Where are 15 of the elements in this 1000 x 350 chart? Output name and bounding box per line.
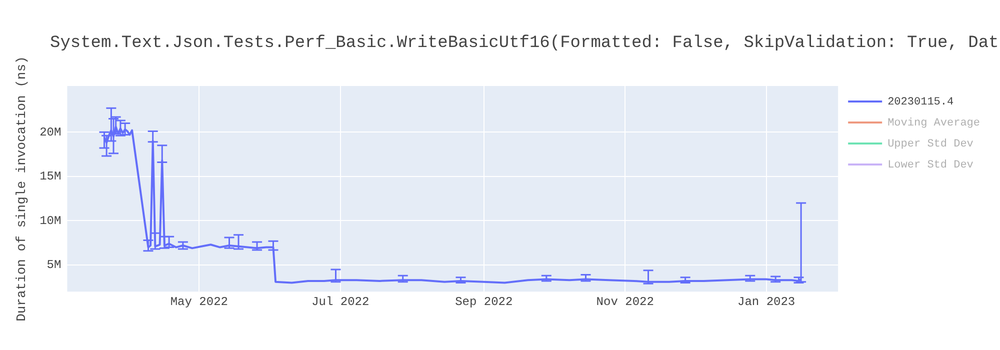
x-tick-label: Jul 2022: [312, 294, 370, 309]
y-tick-label: 10M: [40, 214, 62, 228]
legend-label: Moving Average: [888, 117, 980, 130]
y-tick-label: 20M: [40, 125, 62, 140]
x-tick-label: Jan 2023: [738, 294, 796, 309]
y-axis-title: Duration of single invocation (ns): [14, 56, 30, 322]
x-tick-label: Sep 2022: [455, 294, 513, 309]
legend-label: Lower Std Dev: [888, 159, 974, 172]
y-tick-label: 5M: [46, 258, 62, 272]
x-tick-label: May 2022: [170, 294, 228, 309]
legend-label: 20230115.4: [888, 96, 954, 108]
y-tick-label: 15M: [40, 170, 62, 184]
legend-label: Upper Std Dev: [888, 138, 974, 150]
x-tick-label: Nov 2022: [596, 294, 654, 309]
chart-title: System.Text.Json.Tests.Perf_Basic.WriteBasicUtf16(Formatted: False, SkipValidation: True, Dat: [50, 34, 999, 53]
